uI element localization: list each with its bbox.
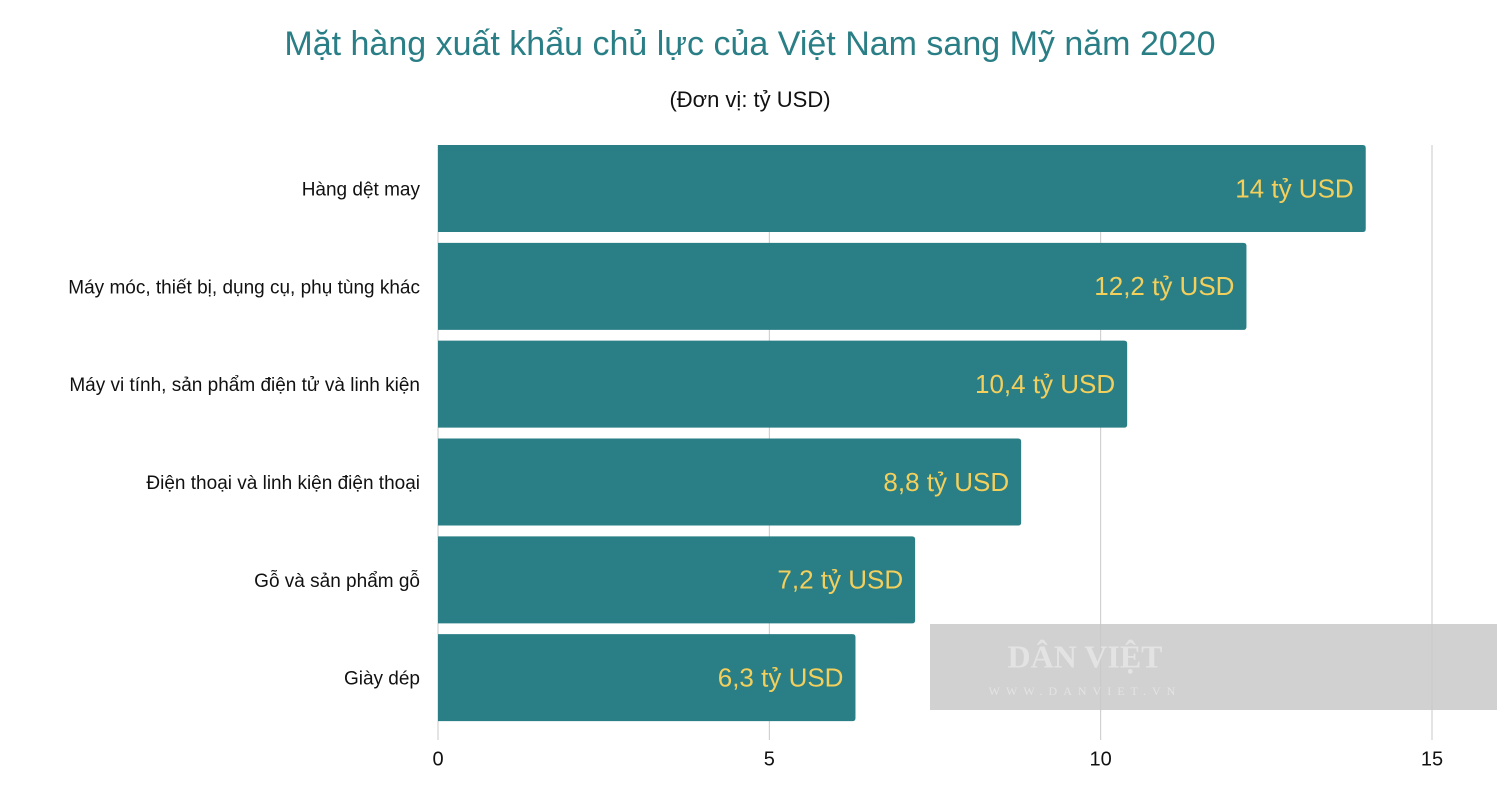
bar — [438, 634, 856, 722]
y-tick-label: Hàng dệt may — [302, 180, 421, 201]
value-label: 10,4 tỷ USD — [975, 369, 1115, 399]
x-tick-label: 5 — [764, 748, 775, 770]
bar — [438, 145, 1366, 232]
watermark-box — [930, 624, 1497, 710]
watermark-name: DÂN VIỆT — [1008, 638, 1163, 674]
x-tick-label: 10 — [1090, 748, 1112, 770]
y-tick-label: Máy móc, thiết bị, dụng cụ, phụ tùng khá… — [68, 277, 420, 298]
bar — [438, 242, 1247, 330]
value-label: 14 tỷ USD — [1235, 173, 1354, 203]
value-label: 6,3 tỷ USD — [718, 663, 844, 693]
x-tick-label: 0 — [432, 748, 443, 770]
value-label: 7,2 tỷ USD — [777, 565, 903, 595]
y-tick-label: Giày dép — [344, 669, 420, 690]
bars: Hàng dệt may 14 tỷ USD Máy móc, thiết bị, … — [68, 145, 1366, 722]
y-tick-label: Gỗ và sản phẩm gỗ — [254, 570, 420, 592]
chart-title: Mặt hàng xuất khẩu chủ lực của Việt Nam … — [284, 25, 1215, 63]
chart-subtitle: (Đơn vị: tỷ USD) — [669, 87, 830, 112]
x-tick-label: 15 — [1421, 748, 1443, 770]
bar — [438, 340, 1128, 428]
y-tick-label: Điện thoại và linh kiện điện thoại — [146, 473, 420, 494]
bar — [438, 536, 916, 624]
y-tick-label: Máy vi tính, sản phẩm điện tử và linh ki… — [69, 375, 420, 396]
watermark-url: WWW.DANVIET.VN — [989, 684, 1182, 698]
value-label: 8,8 tỷ USD — [883, 467, 1009, 497]
value-label: 12,2 tỷ USD — [1094, 271, 1234, 301]
bar — [438, 438, 1022, 526]
watermark: DÂN VIỆT WWW.DANVIET.VN — [930, 624, 1497, 710]
